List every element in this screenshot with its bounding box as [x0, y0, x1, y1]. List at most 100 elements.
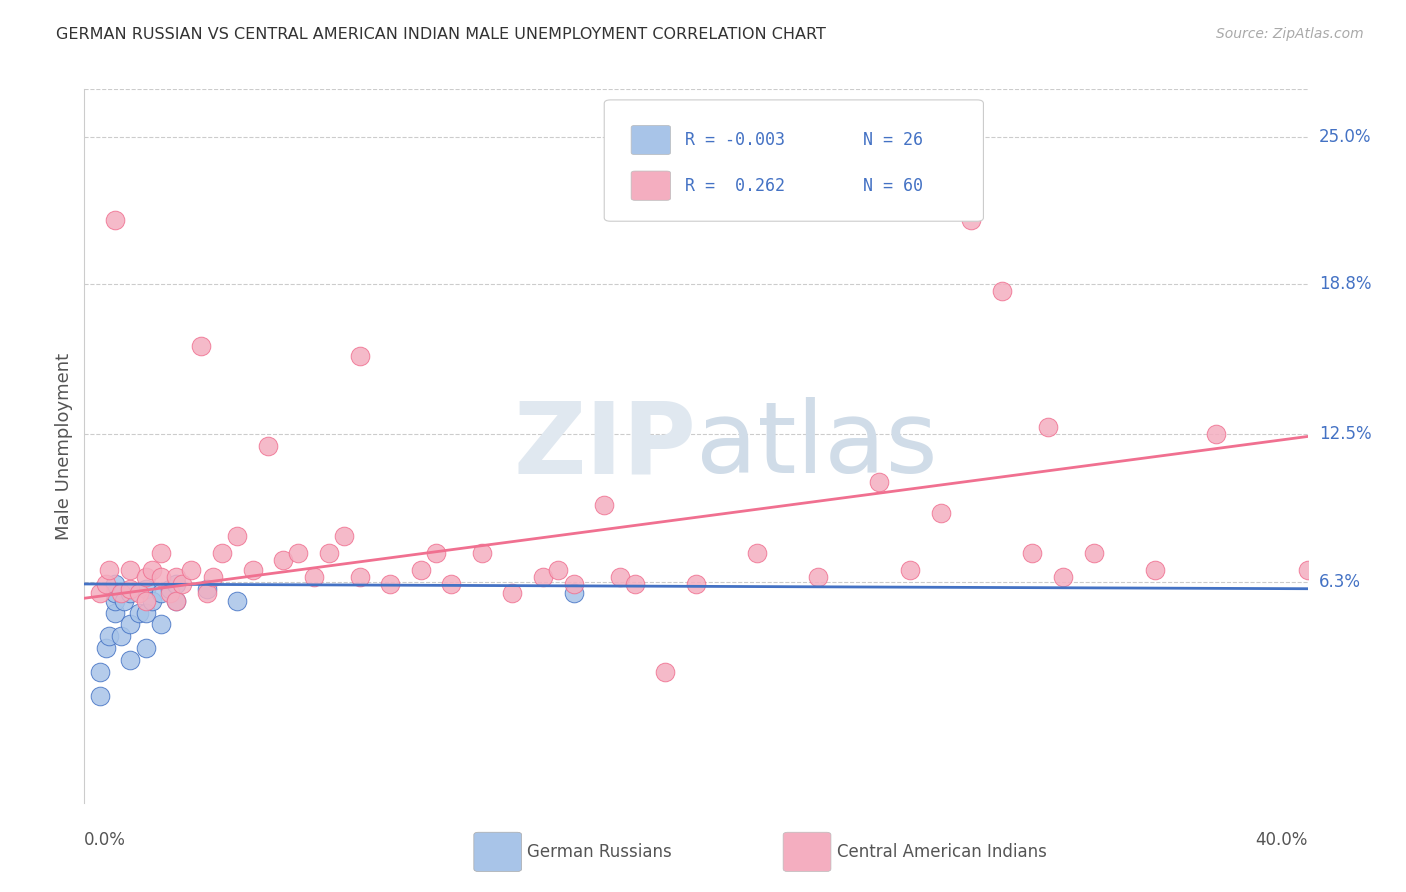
Point	[425, 546, 447, 560]
Point	[349, 349, 371, 363]
Point	[120, 617, 142, 632]
Point	[104, 586, 127, 600]
Point	[120, 586, 142, 600]
Point	[172, 577, 194, 591]
Point	[94, 641, 117, 656]
Point	[128, 586, 150, 600]
Point	[287, 546, 309, 560]
Point	[135, 582, 157, 596]
Text: N = 60: N = 60	[863, 177, 922, 194]
Point	[624, 577, 647, 591]
Point	[593, 499, 616, 513]
Text: R =  0.262: R = 0.262	[685, 177, 786, 194]
Point	[409, 563, 432, 577]
Point	[112, 593, 135, 607]
Point	[190, 339, 212, 353]
Point	[141, 593, 163, 607]
Point	[929, 506, 952, 520]
Point	[1205, 427, 1227, 442]
Point	[257, 439, 280, 453]
Point	[128, 606, 150, 620]
Point	[195, 586, 218, 600]
Point	[226, 593, 249, 607]
Point	[898, 563, 921, 577]
Point	[869, 475, 891, 489]
Text: 6.3%: 6.3%	[1319, 573, 1361, 591]
Point	[195, 582, 218, 596]
Point	[318, 546, 340, 560]
Text: 18.8%: 18.8%	[1319, 276, 1371, 293]
Point	[165, 593, 187, 607]
Text: atlas: atlas	[696, 398, 938, 494]
Point	[159, 582, 181, 596]
Point	[1083, 546, 1105, 560]
Point	[89, 689, 111, 703]
Point	[440, 577, 463, 591]
Point	[562, 577, 585, 591]
Point	[104, 213, 127, 227]
Point	[685, 577, 707, 591]
Point	[165, 570, 187, 584]
Point	[149, 617, 172, 632]
Point	[1021, 546, 1043, 560]
Point	[94, 577, 117, 591]
Point	[502, 586, 524, 600]
Point	[960, 213, 983, 227]
Point	[471, 546, 494, 560]
Y-axis label: Male Unemployment: Male Unemployment	[55, 352, 73, 540]
Text: German Russians: German Russians	[527, 843, 672, 861]
Point	[135, 593, 157, 607]
Point	[380, 577, 402, 591]
FancyBboxPatch shape	[631, 126, 671, 154]
Point	[110, 586, 132, 600]
Point	[1052, 570, 1074, 584]
Point	[104, 577, 127, 591]
Point	[349, 570, 371, 584]
Point	[302, 570, 325, 584]
Point	[159, 586, 181, 600]
Point	[97, 629, 120, 643]
Point	[97, 563, 120, 577]
Text: GERMAN RUSSIAN VS CENTRAL AMERICAN INDIAN MALE UNEMPLOYMENT CORRELATION CHART: GERMAN RUSSIAN VS CENTRAL AMERICAN INDIA…	[56, 27, 827, 42]
Point	[562, 586, 585, 600]
FancyBboxPatch shape	[631, 171, 671, 201]
Point	[120, 653, 142, 667]
Text: 25.0%: 25.0%	[1319, 128, 1371, 145]
Point	[211, 546, 233, 560]
Point	[110, 629, 132, 643]
Point	[991, 285, 1014, 299]
Point	[104, 606, 127, 620]
Point	[149, 586, 172, 600]
Point	[135, 606, 157, 620]
Text: 12.5%: 12.5%	[1319, 425, 1371, 443]
Point	[141, 563, 163, 577]
Text: R = -0.003: R = -0.003	[685, 131, 786, 149]
Point	[747, 546, 769, 560]
Text: ZIP: ZIP	[513, 398, 696, 494]
Point	[149, 546, 172, 560]
FancyBboxPatch shape	[605, 100, 983, 221]
Point	[120, 563, 142, 577]
Text: 0.0%: 0.0%	[84, 831, 127, 849]
Point	[1296, 563, 1319, 577]
Point	[104, 593, 127, 607]
Text: Source: ZipAtlas.com: Source: ZipAtlas.com	[1216, 27, 1364, 41]
Point	[242, 563, 264, 577]
Point	[120, 582, 142, 596]
Point	[89, 665, 111, 679]
Point	[165, 577, 187, 591]
Point	[807, 570, 830, 584]
Point	[89, 586, 111, 600]
Point	[547, 563, 569, 577]
Point	[165, 593, 187, 607]
Point	[135, 641, 157, 656]
Point	[654, 665, 676, 679]
Point	[333, 529, 356, 543]
Text: Central American Indians: Central American Indians	[837, 843, 1046, 861]
Point	[180, 563, 202, 577]
Text: N = 26: N = 26	[863, 131, 922, 149]
Point	[226, 529, 249, 543]
Text: 40.0%: 40.0%	[1256, 831, 1308, 849]
Point	[531, 570, 554, 584]
Point	[135, 570, 157, 584]
